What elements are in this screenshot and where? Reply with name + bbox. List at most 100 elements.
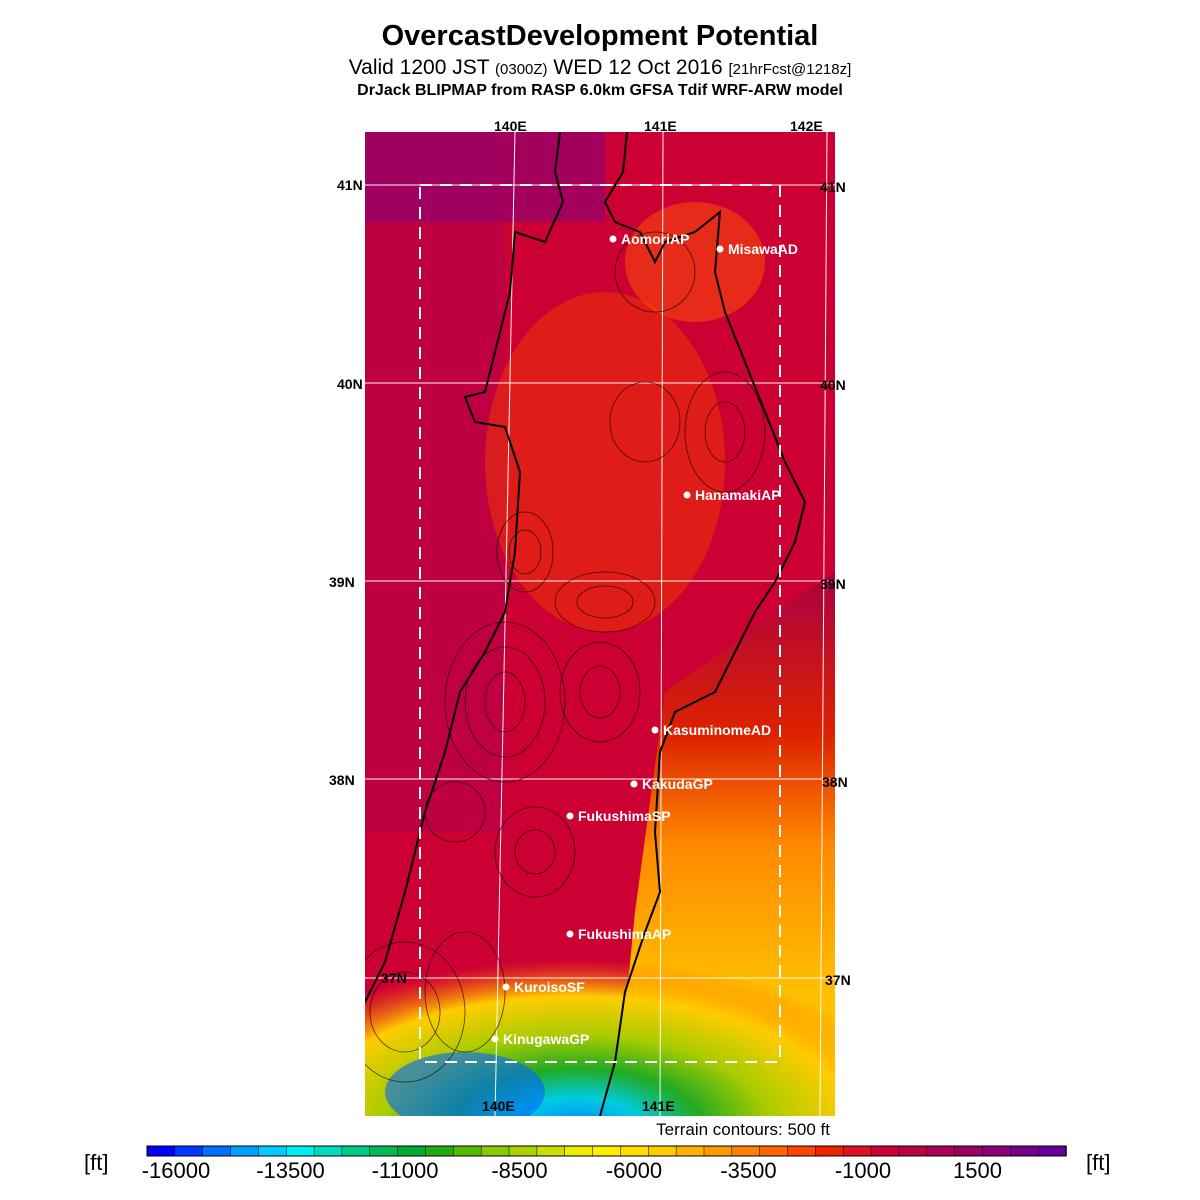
station-label-kasuminome: KasuminomeAD xyxy=(663,722,772,738)
colorbar-tick-label: -8500 xyxy=(491,1158,547,1183)
model-line: DrJack BLIPMAP from RASP 6.0km GFSA Tdif… xyxy=(357,82,843,99)
colorbar-tick-label: 1500 xyxy=(953,1158,1002,1183)
colorbar-ticks: -16000 -13500 -11000 -8500 -6000 -3500 -1000 15… xyxy=(142,1158,1002,1183)
contour xyxy=(424,781,486,843)
colorbar-cell xyxy=(1037,1145,1067,1157)
colorbar-cell xyxy=(982,1145,1012,1157)
lat-label-right-37: 37N xyxy=(825,972,851,988)
contour xyxy=(365,941,466,1083)
station-dot-kakuda xyxy=(630,780,638,788)
colorbar-cell xyxy=(508,1145,538,1157)
colorbar-cell xyxy=(202,1145,232,1157)
station-dot-hanamaki xyxy=(683,491,691,499)
colorbar-cell xyxy=(425,1145,455,1157)
station-label-fukushimaap: FukushimaAP xyxy=(578,926,672,942)
contour xyxy=(494,806,576,898)
colorbar-tick-label: -11000 xyxy=(372,1158,439,1183)
station-label-hanamaki: HanamakiAP xyxy=(695,487,781,503)
colorbar-cell xyxy=(1010,1145,1039,1157)
lat-label-left-41: 41N xyxy=(337,177,363,193)
coastline-west xyxy=(365,132,565,1003)
colorbar-cell xyxy=(313,1145,343,1157)
colorbar-cell xyxy=(870,1145,900,1157)
colorbar-cell xyxy=(787,1145,817,1157)
lat-label-left-37: 37N xyxy=(381,970,407,986)
contour xyxy=(444,621,566,783)
colorbar-cell xyxy=(759,1145,789,1157)
station-dot-fukushimasp xyxy=(566,812,574,820)
colorbar-cell xyxy=(453,1145,482,1157)
station-label-kuroiso: KuroisoSF xyxy=(514,979,585,995)
colorbar-cell xyxy=(731,1145,761,1157)
contour xyxy=(559,641,641,743)
colorbar-tick-label: -3500 xyxy=(720,1158,776,1183)
station-dot-misawa xyxy=(716,245,724,253)
lon-line-140 xyxy=(494,132,516,1116)
valid-forecast: [21hrFcst@1218z] xyxy=(728,61,852,78)
colorbar-cell xyxy=(815,1145,844,1157)
colorbar-frame xyxy=(146,1145,1067,1157)
colorbar-tick-label: -6000 xyxy=(606,1158,662,1183)
valid-main: Valid 1200 JST xyxy=(348,56,490,79)
colorbar-cell xyxy=(675,1145,705,1157)
lon-line-142 xyxy=(819,132,828,1116)
station-label-aomori: AomoriAP xyxy=(621,231,690,247)
field-sea-west xyxy=(365,132,505,832)
contour xyxy=(576,585,634,619)
colorbar-cell xyxy=(341,1145,371,1157)
station-dot-kinugawa xyxy=(491,1035,499,1043)
station-label-misawa: MisawaAD xyxy=(728,241,799,257)
field-cold-core xyxy=(385,1052,545,1116)
map-title: OvercastDevelopment Potential xyxy=(381,20,819,52)
colorbar-cell xyxy=(564,1145,594,1157)
colorbar-cell xyxy=(369,1145,399,1157)
station-dot-kasuminome xyxy=(651,726,659,734)
lat-label-left-39: 39N xyxy=(329,574,355,590)
lon-label-bottom-141: 141E xyxy=(642,1098,675,1114)
colorbar-cell xyxy=(620,1145,650,1157)
contour xyxy=(424,931,506,1053)
colorbar-tick-label: -13500 xyxy=(256,1158,325,1183)
station-dot-fukushimaap xyxy=(566,930,574,938)
lat-label-right-40: 40N xyxy=(820,377,846,393)
station-markers xyxy=(491,235,724,1043)
station-label-kakuda: KakudaGP xyxy=(642,776,713,792)
colorbar-cell xyxy=(285,1145,315,1157)
colorbar-cell xyxy=(174,1145,204,1157)
map-svg xyxy=(365,132,835,1116)
field-land-warm xyxy=(485,292,725,632)
contour xyxy=(496,511,554,593)
colorbar-cell xyxy=(258,1145,287,1157)
forecast-map: AomoriAP MisawaAD HanamakiAP KasuminomeA… xyxy=(365,132,835,1116)
station-label-kinugawa: KinugawaGP xyxy=(503,1031,590,1047)
station-dot-kuroiso xyxy=(502,983,510,991)
station-label-fukushimasp: FukushimaSP xyxy=(578,808,671,824)
coastline-east xyxy=(599,132,807,1116)
contour xyxy=(684,371,766,493)
contour xyxy=(554,571,656,633)
contour xyxy=(369,971,441,1053)
colorbar-cell xyxy=(648,1145,677,1157)
colorbar-cell xyxy=(397,1145,427,1157)
lon-label-top-140: 140E xyxy=(494,118,527,134)
colorbar-tick-label: -16000 xyxy=(142,1158,211,1183)
colorbar-cell xyxy=(146,1145,176,1157)
valid-time-line: Valid 1200 JST (0300Z) WED 12 Oct 2016 [… xyxy=(0,56,1200,80)
contour xyxy=(514,829,556,875)
colorbar-cell xyxy=(480,1145,510,1157)
colorbar-cells xyxy=(146,1145,1067,1157)
colorbar-cell xyxy=(954,1145,984,1157)
contour xyxy=(704,401,746,463)
colorbar-cell xyxy=(230,1145,260,1157)
colorbar: -16000 -13500 -11000 -8500 -6000 -3500 -1000 15… xyxy=(142,1145,1067,1183)
colorbar-cell xyxy=(536,1145,566,1157)
contour xyxy=(579,665,621,719)
station-dot-aomori xyxy=(609,235,617,243)
colorbar-tick-label: -1000 xyxy=(835,1158,891,1183)
colorbar-unit-left: [ft] xyxy=(84,1150,109,1175)
lat-label-right-38: 38N xyxy=(822,774,848,790)
colorbar-unit-right: [ft] xyxy=(1086,1150,1111,1175)
inner-domain-box xyxy=(419,184,781,1063)
valid-date: WED 12 Oct 2016 xyxy=(553,56,723,79)
colorbar-cell xyxy=(926,1145,956,1157)
